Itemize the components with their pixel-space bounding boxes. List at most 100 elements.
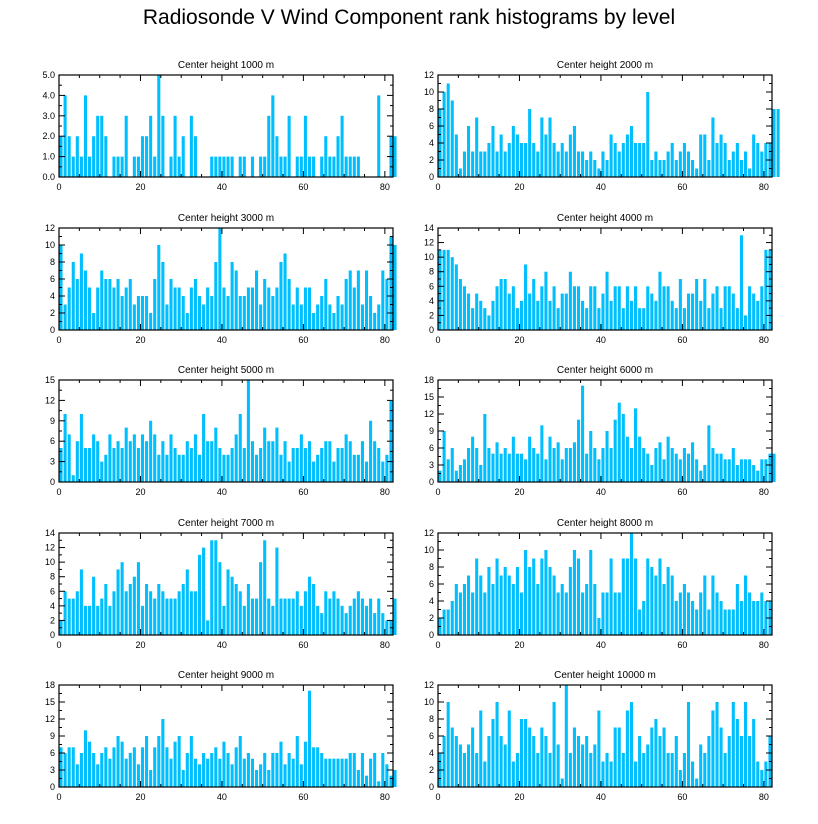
y-tick-label: 9	[429, 426, 434, 436]
bar	[332, 758, 336, 787]
bar	[450, 727, 454, 787]
bar	[320, 613, 324, 635]
bar	[467, 448, 471, 482]
bar	[609, 448, 613, 482]
bar	[230, 262, 234, 330]
bar	[88, 448, 92, 482]
y-tick-label: 12	[424, 70, 434, 80]
bar	[682, 448, 686, 482]
y-tick-label: 2	[429, 765, 434, 775]
bar	[768, 249, 772, 330]
bar	[312, 461, 316, 482]
bar	[572, 727, 576, 787]
bar	[560, 584, 564, 635]
bar	[764, 601, 768, 635]
bar	[462, 584, 467, 635]
bar	[678, 770, 682, 787]
y-tick-label: 4	[429, 748, 434, 758]
bar	[352, 598, 356, 635]
bar	[536, 453, 540, 482]
bar	[532, 736, 536, 787]
bar	[226, 753, 230, 787]
bar	[328, 441, 332, 482]
bar	[214, 156, 218, 177]
bar	[556, 308, 560, 330]
bar	[246, 753, 250, 787]
bar	[711, 293, 715, 330]
bar	[634, 761, 638, 787]
bar	[79, 753, 83, 787]
bar	[646, 286, 650, 330]
bar	[360, 441, 364, 482]
panel-9: Center height 9000 m 0 20 40 60 80 0 3 6 9 12 15 18	[45, 670, 397, 802]
bar	[756, 601, 760, 635]
bar	[222, 605, 226, 635]
bar	[275, 136, 279, 177]
bar	[471, 592, 475, 635]
bar	[719, 308, 723, 330]
bar	[715, 143, 719, 177]
bar	[344, 434, 348, 482]
bar	[511, 436, 515, 482]
bar	[597, 459, 601, 482]
bar	[552, 702, 556, 787]
x-tick-label: 0	[56, 335, 61, 345]
bar	[629, 448, 634, 482]
panel-title: Center height 10000 m	[554, 670, 656, 681]
bar	[267, 598, 271, 635]
bar	[605, 753, 609, 787]
bar	[739, 160, 743, 177]
x-tick-label: 20	[514, 792, 524, 802]
bar	[67, 598, 71, 635]
bar	[617, 151, 621, 177]
y-tick-label: 0	[429, 325, 434, 335]
panel-5: Center height 5000 m 0 20 40 60 80 0 3 6 9 12 15	[45, 365, 394, 497]
y-tick-label: 12	[424, 409, 434, 419]
x-tick-label: 80	[759, 182, 769, 192]
bar	[377, 304, 381, 330]
bar	[678, 279, 682, 330]
bar	[165, 454, 169, 482]
bar	[373, 753, 377, 787]
x-tick-label: 80	[759, 335, 769, 345]
bar	[524, 264, 528, 330]
x-tick-label: 40	[217, 335, 227, 345]
bar	[536, 300, 540, 330]
y-tick-label: 4.0	[42, 90, 55, 100]
bar	[699, 470, 703, 482]
bar	[581, 300, 585, 330]
bar	[263, 753, 267, 787]
bar	[120, 448, 124, 482]
bar	[601, 761, 605, 787]
bar	[116, 156, 120, 177]
bar	[307, 441, 312, 482]
bar	[79, 414, 83, 482]
bar	[735, 308, 739, 330]
bar	[250, 287, 255, 330]
y-tick-label: 3	[50, 765, 55, 775]
bar	[324, 441, 328, 482]
bar	[760, 592, 764, 635]
bar	[691, 442, 695, 482]
bar	[609, 558, 613, 635]
bar	[389, 236, 393, 330]
bar	[177, 591, 181, 635]
bar	[585, 453, 589, 482]
bar	[731, 151, 735, 177]
bar	[666, 436, 670, 482]
bar	[682, 308, 686, 330]
y-tick-label: 10	[45, 240, 55, 250]
bar	[519, 719, 524, 787]
x-tick-label: 60	[298, 487, 308, 497]
bar	[495, 702, 499, 787]
bar	[752, 719, 756, 787]
bar	[132, 576, 136, 635]
bar	[691, 761, 695, 787]
bar	[634, 286, 638, 330]
bar	[348, 605, 352, 635]
y-tick-label: 12	[45, 223, 55, 233]
bar	[291, 598, 295, 635]
bar	[650, 727, 654, 787]
bar	[613, 286, 617, 330]
